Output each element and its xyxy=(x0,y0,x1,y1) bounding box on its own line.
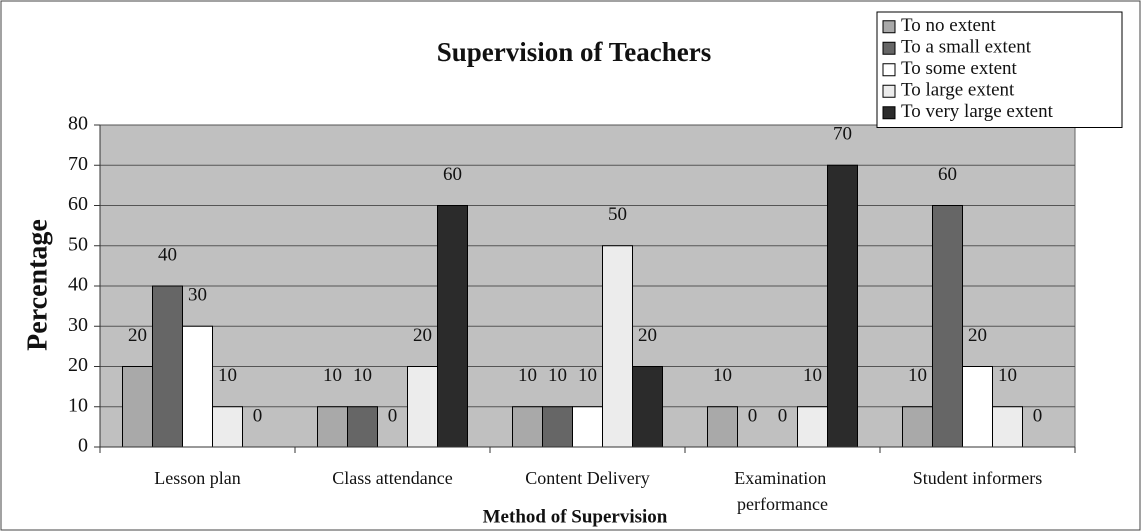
y-tick-label: 10 xyxy=(68,394,88,416)
bar xyxy=(512,406,543,448)
bar xyxy=(542,406,573,448)
legend-label: To some extent xyxy=(901,58,1018,79)
bar xyxy=(152,285,183,448)
legend-swatch xyxy=(882,63,896,77)
x-tick-label: Lesson plan xyxy=(154,468,240,488)
data-label: 10 xyxy=(548,365,567,386)
y-tick-label: 50 xyxy=(68,233,88,255)
legend-swatch xyxy=(882,20,896,34)
bar xyxy=(632,366,663,448)
legend-label: To no extent xyxy=(901,15,996,36)
bar xyxy=(407,366,438,448)
x-tick-label: Content Delivery xyxy=(525,468,649,488)
data-label: 30 xyxy=(188,285,207,306)
bar xyxy=(437,205,468,448)
bar xyxy=(962,366,993,448)
data-label: 0 xyxy=(253,405,263,426)
bar xyxy=(182,325,213,448)
data-label: 20 xyxy=(968,325,987,346)
data-label: 0 xyxy=(388,405,398,426)
data-label: 40 xyxy=(158,244,177,265)
data-label: 60 xyxy=(443,164,462,185)
x-axis-label: Method of Supervision xyxy=(483,506,668,527)
legend-swatch xyxy=(882,84,896,98)
legend-swatch xyxy=(882,41,896,55)
data-label: 60 xyxy=(938,164,957,185)
y-axis-label: Percentage xyxy=(22,219,53,351)
data-label: 10 xyxy=(908,365,927,386)
bar xyxy=(797,406,828,448)
data-label: 10 xyxy=(218,365,237,386)
data-label: 10 xyxy=(518,365,537,386)
bar xyxy=(212,406,243,448)
legend-label: To large extent xyxy=(901,80,1015,101)
bar xyxy=(572,406,603,448)
data-label: 0 xyxy=(1033,405,1043,426)
bar xyxy=(707,406,738,448)
chart-title: Supervision of Teachers xyxy=(437,37,712,67)
bar xyxy=(902,406,933,448)
data-label: 20 xyxy=(638,325,657,346)
data-label: 10 xyxy=(713,365,732,386)
legend-box xyxy=(876,11,1123,128)
x-tick-label: Class attendance xyxy=(332,468,452,488)
y-tick-label: 60 xyxy=(68,193,88,215)
data-label: 0 xyxy=(748,405,758,426)
x-tick-label: Student informers xyxy=(913,468,1042,488)
data-label: 10 xyxy=(578,365,597,386)
data-label: 0 xyxy=(778,405,788,426)
data-label: 10 xyxy=(803,365,822,386)
data-label: 20 xyxy=(128,325,147,346)
y-tick-label: 0 xyxy=(78,435,88,457)
bar xyxy=(317,406,348,448)
y-tick-label: 70 xyxy=(68,153,88,175)
bar xyxy=(602,245,633,448)
legend-swatch xyxy=(882,106,896,120)
legend-label: To a small extent xyxy=(901,37,1032,58)
x-tick-label: Examination performance xyxy=(734,468,830,514)
data-label: 10 xyxy=(998,365,1017,386)
legend-label: To very large extent xyxy=(901,101,1054,122)
data-label: 20 xyxy=(413,325,432,346)
bar xyxy=(932,205,963,448)
bar xyxy=(992,406,1023,448)
y-tick-label: 80 xyxy=(68,113,88,135)
bar xyxy=(122,366,153,448)
y-tick-label: 40 xyxy=(68,274,88,296)
data-label: 10 xyxy=(353,365,372,386)
data-label: 10 xyxy=(323,365,342,386)
data-label: 50 xyxy=(608,204,627,225)
bar xyxy=(827,164,858,448)
data-label: 70 xyxy=(833,124,852,145)
y-tick-label: 30 xyxy=(68,314,88,336)
bar xyxy=(347,406,378,448)
y-tick-label: 20 xyxy=(68,354,88,376)
